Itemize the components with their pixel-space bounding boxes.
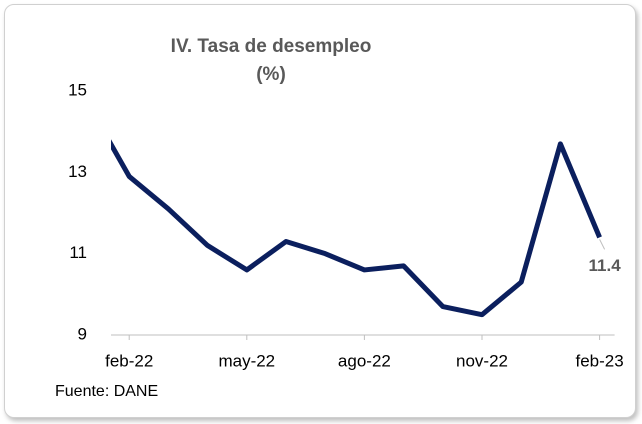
- x-tick-label: nov-22: [456, 351, 508, 370]
- y-tick-label: 15: [68, 80, 87, 99]
- chart-subtitle: (%): [256, 64, 286, 85]
- source: Fuente: DANE: [55, 383, 158, 400]
- data-label: 11.4: [589, 256, 622, 275]
- chart: IV. Tasa de desempleo (%) Fuente: DANE 9…: [55, 36, 624, 400]
- y-tick-label: 9: [78, 324, 87, 343]
- leader-line: [599, 239, 606, 250]
- y-tick-label: 13: [68, 162, 87, 181]
- x-tick-label: may-22: [218, 351, 275, 370]
- y-tick-label: 11: [69, 243, 87, 262]
- x-tick-label: ago-22: [338, 351, 391, 370]
- chart-title: IV. Tasa de desempleo: [171, 36, 372, 57]
- card: IV. Tasa de desempleo (%) Fuente: DANE 9…: [4, 4, 636, 418]
- x-tick-label: feb-22: [105, 351, 153, 370]
- x-tick-label: feb-23: [575, 351, 623, 370]
- line: [111, 139, 602, 318]
- plot-area: [111, 139, 602, 318]
